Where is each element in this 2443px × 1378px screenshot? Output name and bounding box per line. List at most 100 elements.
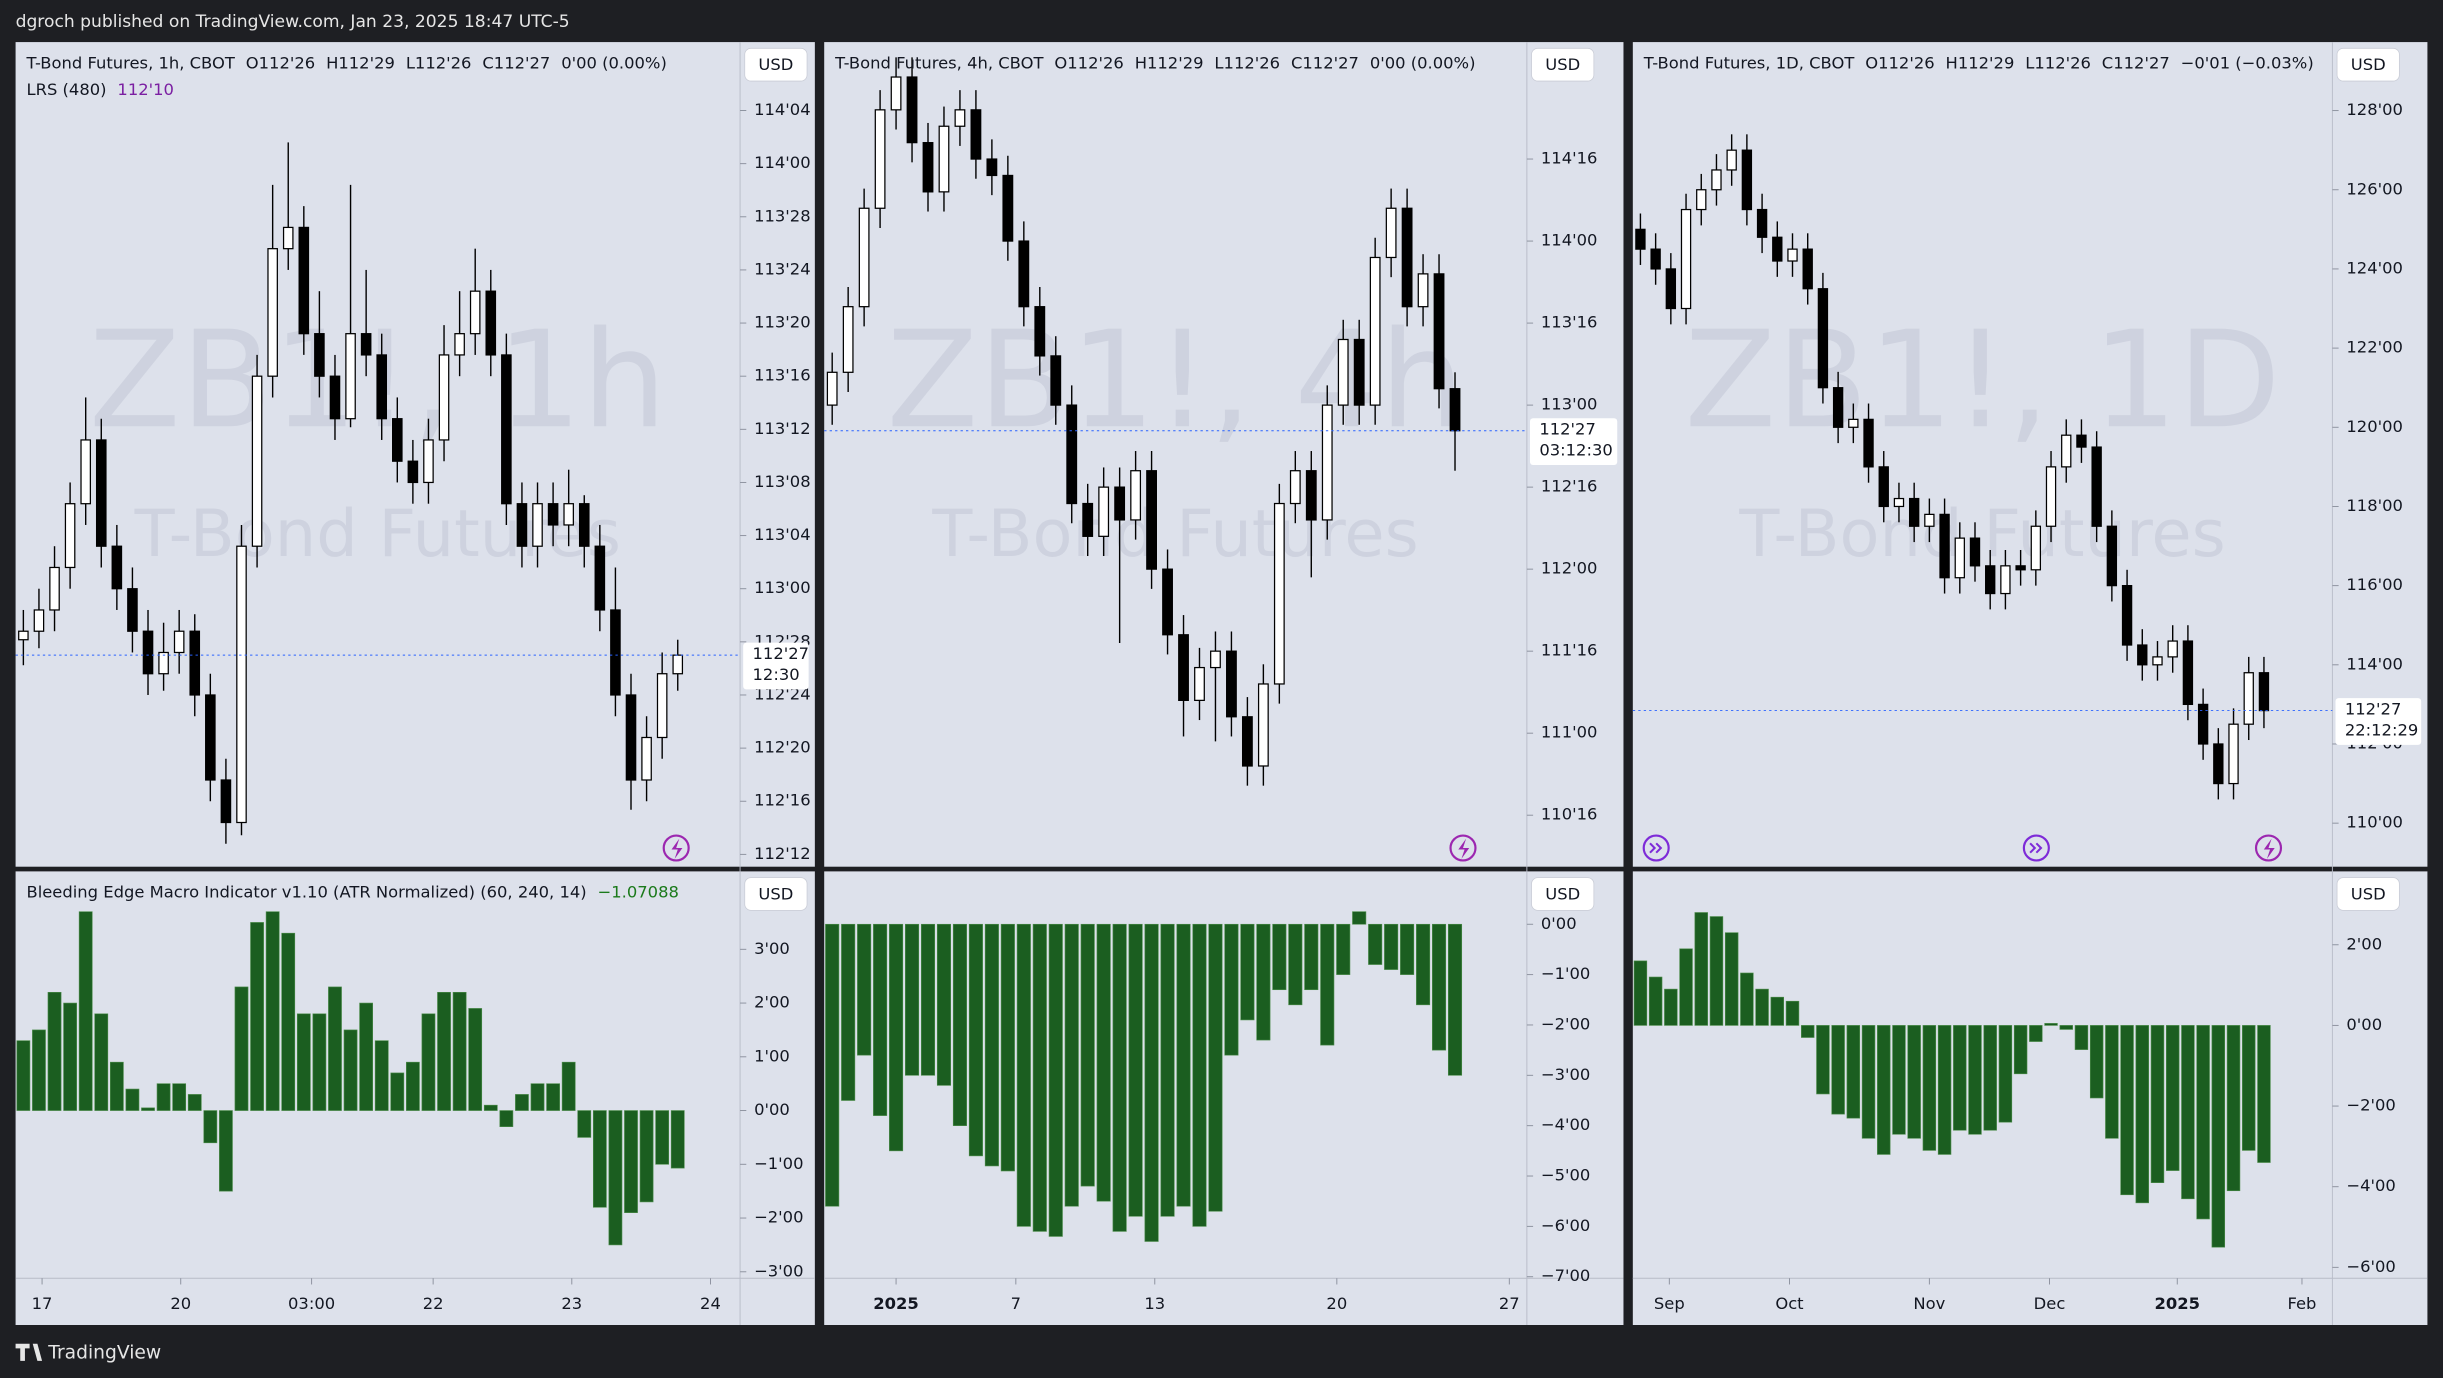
histogram-bar bbox=[905, 923, 920, 1076]
histogram-bar bbox=[421, 1013, 436, 1111]
footer-brand[interactable]: TradingView bbox=[47, 1343, 161, 1364]
y-tick-label: 113'00 bbox=[1541, 395, 1598, 414]
histogram-bar bbox=[592, 1110, 607, 1208]
candle-body bbox=[314, 333, 325, 377]
currency-label[interactable]: USD bbox=[2351, 55, 2386, 74]
candle-body bbox=[1650, 248, 1661, 270]
y-tick-label: 111'00 bbox=[1541, 723, 1598, 742]
last-price-label: 112'27 bbox=[2345, 699, 2402, 718]
histogram-bar bbox=[359, 1002, 373, 1111]
histogram-bar bbox=[2242, 1025, 2256, 1151]
histogram-bar bbox=[1724, 932, 1739, 1026]
currency-label[interactable]: USD bbox=[1545, 55, 1580, 74]
currency-label[interactable]: USD bbox=[758, 55, 793, 74]
histogram-bar bbox=[1432, 923, 1447, 1051]
alert-icon[interactable] bbox=[2254, 834, 2283, 862]
y-tick-label: 112'16 bbox=[754, 791, 811, 810]
histogram-bar bbox=[1192, 923, 1207, 1227]
candle-body bbox=[1665, 268, 1677, 310]
legend-text: T-Bond Futures, 1h, CBOT bbox=[25, 53, 235, 72]
currency-label[interactable]: USD bbox=[1545, 884, 1580, 903]
histogram-bar bbox=[825, 923, 840, 1207]
candle-body bbox=[1680, 208, 1692, 310]
histogram-bar bbox=[1709, 916, 1724, 1026]
candle-body bbox=[1696, 189, 1707, 211]
candle-body bbox=[563, 503, 574, 526]
histogram-bar bbox=[1907, 1025, 1921, 1139]
legend-text: T-Bond Futures, 1D, CBOT bbox=[1643, 53, 1856, 72]
histogram-bar bbox=[1080, 923, 1095, 1187]
y-tick-label: −3'00 bbox=[754, 1261, 803, 1280]
x-tick-label: 22 bbox=[423, 1294, 444, 1313]
y-tick-label: 110'16 bbox=[1541, 805, 1598, 824]
histogram-bar bbox=[1288, 923, 1303, 1006]
event-icon[interactable] bbox=[1642, 834, 1670, 862]
candle-body bbox=[1273, 502, 1285, 685]
histogram-bar bbox=[1633, 960, 1648, 1026]
candle-body bbox=[64, 503, 76, 569]
candle-body bbox=[1178, 634, 1189, 701]
candle-body bbox=[2197, 703, 2209, 745]
indicator-pane bbox=[1632, 871, 2428, 1325]
candle-body bbox=[1194, 666, 1205, 701]
candle-body bbox=[49, 566, 60, 611]
histogram-bar bbox=[577, 1110, 592, 1138]
alert-icon[interactable] bbox=[1449, 834, 1477, 862]
histogram-bar bbox=[841, 923, 856, 1101]
candle-body bbox=[267, 248, 278, 377]
candle-body bbox=[1969, 537, 1981, 567]
candle-body bbox=[1162, 568, 1173, 636]
candle-body bbox=[2106, 525, 2118, 587]
histogram-bar bbox=[968, 923, 983, 1157]
legend-text: H112'29 bbox=[1946, 53, 2015, 72]
histogram-bar bbox=[1400, 923, 1415, 975]
event-icon[interactable] bbox=[2022, 834, 2050, 862]
candle-body bbox=[2243, 672, 2254, 725]
legend-text: C112'27 bbox=[482, 53, 550, 72]
y-tick-label: 113'12 bbox=[754, 419, 811, 438]
histogram-bar bbox=[2226, 1025, 2241, 1192]
histogram-bar bbox=[374, 1040, 389, 1111]
histogram-bar bbox=[1937, 1025, 1952, 1155]
candle-body bbox=[329, 375, 341, 420]
histogram-bar bbox=[219, 1110, 233, 1192]
candle-body bbox=[1034, 306, 1046, 357]
histogram-bar bbox=[437, 991, 451, 1111]
legend-text: O112'26 bbox=[246, 53, 315, 72]
histogram-bar bbox=[1998, 1025, 2013, 1123]
y-tick-label: −4'00 bbox=[2346, 1176, 2395, 1195]
histogram-bar bbox=[889, 923, 904, 1152]
candle-body bbox=[1305, 470, 1317, 521]
candle-body bbox=[1082, 502, 1094, 537]
histogram-bar bbox=[452, 991, 467, 1111]
legend-text: 112'10 bbox=[117, 80, 174, 99]
candle-body bbox=[1289, 470, 1301, 505]
candle-body bbox=[189, 630, 201, 696]
y-tick-label: 114'00 bbox=[1541, 231, 1598, 250]
event-arrow bbox=[1649, 842, 1663, 854]
histogram-bar bbox=[639, 1110, 654, 1203]
histogram-bar bbox=[47, 991, 62, 1111]
x-tick-label: 20 bbox=[170, 1294, 191, 1313]
candle-body bbox=[578, 503, 590, 547]
histogram-bar bbox=[499, 1110, 514, 1127]
candle-body bbox=[1802, 248, 1813, 290]
histogram-bar bbox=[141, 1107, 155, 1111]
candle-body bbox=[1146, 470, 1157, 570]
alert-icon[interactable] bbox=[662, 834, 690, 862]
histogram-bar bbox=[1770, 996, 1784, 1026]
currency-label[interactable]: USD bbox=[758, 884, 793, 903]
y-tick-label: 124'00 bbox=[2346, 258, 2403, 277]
event-arrow bbox=[2029, 842, 2043, 854]
histogram-bar bbox=[32, 1029, 46, 1111]
candle-body bbox=[111, 545, 123, 590]
x-tick-label: 23 bbox=[561, 1294, 582, 1313]
histogram-bar bbox=[1352, 911, 1367, 925]
candle-body bbox=[1321, 404, 1333, 521]
alert-bolt bbox=[1458, 838, 1470, 859]
price-pane bbox=[824, 42, 1624, 867]
candle-body bbox=[1711, 169, 1722, 191]
candle-body bbox=[1433, 273, 1445, 390]
candle-body bbox=[1369, 256, 1381, 406]
currency-label[interactable]: USD bbox=[2351, 884, 2386, 903]
